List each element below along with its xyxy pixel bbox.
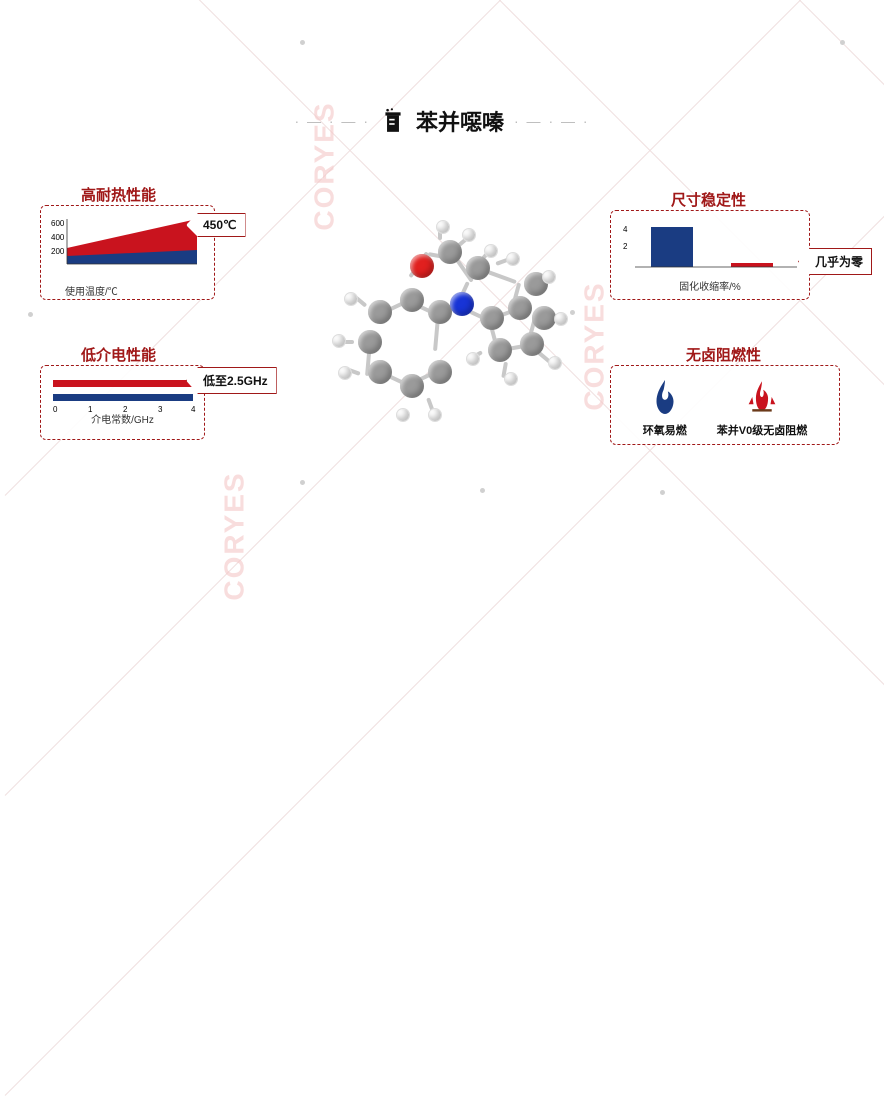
page-title-row: · — · — · 苯并噁嗪 · — · — · <box>0 105 884 137</box>
heat-title: 高耐热性能 <box>81 184 156 205</box>
watermark: CORYES <box>219 471 251 600</box>
dielectric-card: 低介电性能 0 1 2 3 4 介电常数/GHz <box>40 365 205 440</box>
svg-text:600: 600 <box>51 219 65 228</box>
flame-icon-right <box>745 377 779 417</box>
flame-icon-left <box>648 377 682 417</box>
flame-right-label: 苯并V0级无卤阻燃 <box>717 422 807 438</box>
svg-text:3: 3 <box>158 405 163 414</box>
dimension-chart: 2 4 <box>621 219 801 279</box>
dielectric-title: 低介电性能 <box>81 344 156 365</box>
nitrogen-atom <box>450 292 474 316</box>
oxygen-atom <box>410 254 434 278</box>
svg-text:200: 200 <box>51 247 65 256</box>
dimension-title: 尺寸稳定性 <box>671 189 746 210</box>
flame-card: 无卤阻燃性 环氧易燃 苯并V0级无卤阻燃 <box>610 365 840 445</box>
svg-text:0: 0 <box>53 405 58 414</box>
heat-chart: 200 400 600 <box>51 214 201 284</box>
watermark: CORYES <box>579 281 611 410</box>
dielectric-chart: 0 1 2 3 4 <box>51 374 196 414</box>
svg-text:4: 4 <box>191 405 196 414</box>
flame-title: 无卤阻燃性 <box>686 344 761 365</box>
svg-text:4: 4 <box>623 225 628 234</box>
dimension-xlabel: 固化收缩率/% <box>621 278 799 293</box>
svg-text:2: 2 <box>623 242 628 251</box>
dimension-callout: 几乎为零 <box>798 248 872 275</box>
heat-xlabel: 使用温度/℃ <box>65 283 204 298</box>
title-dash-left: · — · — · <box>294 113 370 129</box>
flame-left-label: 环氧易燃 <box>643 422 687 438</box>
molecule-diagram <box>310 200 570 440</box>
dimension-card: 尺寸稳定性 2 4 固化收缩率/% <box>610 210 810 300</box>
svg-text:400: 400 <box>51 233 65 242</box>
heat-callout: 450℃ <box>186 213 246 237</box>
title-dash-right: · — · — · <box>514 113 590 129</box>
page-title: 苯并噁嗪 <box>416 105 504 137</box>
dielectric-callout: 低至2.5GHz <box>186 367 277 394</box>
beaker-icon <box>380 108 406 134</box>
